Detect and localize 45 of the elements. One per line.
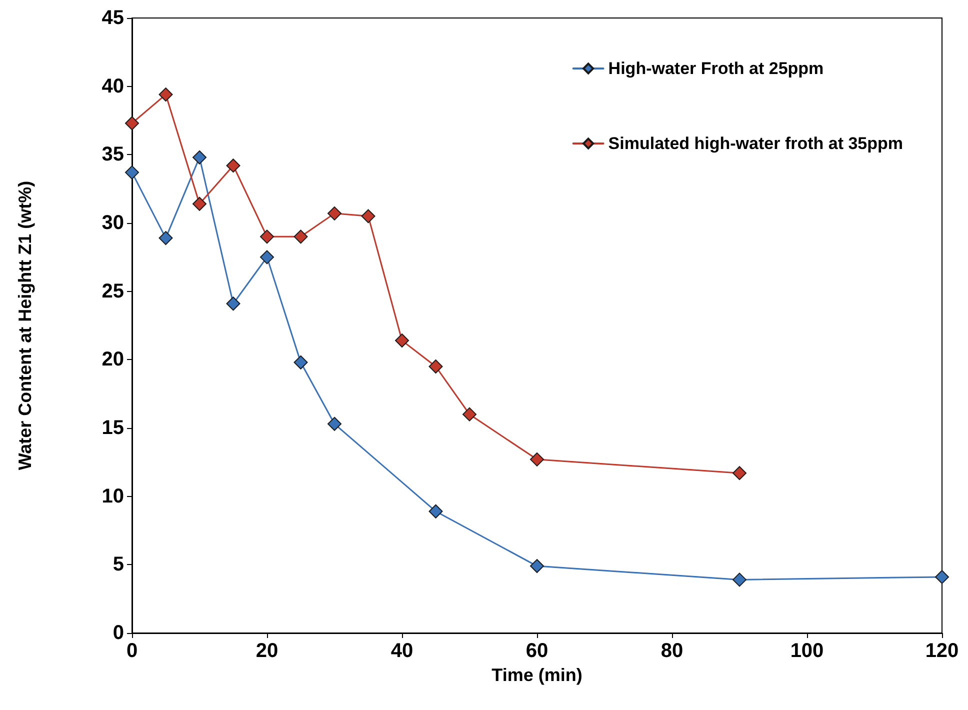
point: [125, 116, 139, 130]
y-axis-title: Water Content at Heightt Z1 (wt%): [15, 180, 35, 470]
x-tick-label: 80: [660, 640, 684, 662]
point: [428, 360, 443, 374]
point: [226, 158, 240, 173]
x-tick-label: 100: [790, 640, 824, 662]
point: [462, 407, 476, 422]
point: [328, 206, 342, 220]
point: [328, 416, 342, 431]
point: [294, 230, 308, 244]
legend-label: High-water Froth at 25ppm: [608, 59, 824, 78]
point: [192, 196, 206, 211]
y-tick-label: 45: [102, 7, 124, 29]
point: [530, 559, 544, 574]
y-tick-label: 0: [112, 622, 124, 644]
y-tick-label: 30: [102, 212, 124, 234]
point: [428, 504, 443, 518]
x-tick-label: 20: [256, 640, 278, 662]
x-axis-title: Time (min): [492, 664, 582, 685]
point: [260, 250, 274, 264]
y-tick-label: 15: [102, 417, 124, 439]
point: [192, 150, 206, 164]
point: [732, 572, 746, 587]
legend-label: Simulated high-water froth at 35ppm: [608, 134, 904, 153]
x-tick-label: 60: [526, 640, 548, 662]
x-tick-label: 0: [126, 640, 138, 662]
point: [260, 230, 274, 244]
point: [226, 296, 240, 311]
point: [530, 452, 544, 466]
y-tick-label: 35: [102, 144, 124, 166]
point: [361, 209, 376, 224]
y-tick-label: 25: [102, 280, 124, 302]
y-tick-label: 20: [102, 348, 124, 371]
point: [125, 165, 139, 180]
y-tick-label: 5: [112, 554, 124, 576]
point: [395, 334, 409, 348]
point: [158, 88, 173, 102]
y-tick-label: 10: [102, 485, 124, 508]
point: [732, 466, 746, 480]
point: [935, 570, 949, 584]
x-tick-label: 40: [390, 640, 414, 662]
y-tick-label: 40: [102, 75, 124, 98]
point: [294, 355, 308, 370]
x-tick-label: 120: [925, 640, 959, 662]
point: [158, 231, 173, 246]
